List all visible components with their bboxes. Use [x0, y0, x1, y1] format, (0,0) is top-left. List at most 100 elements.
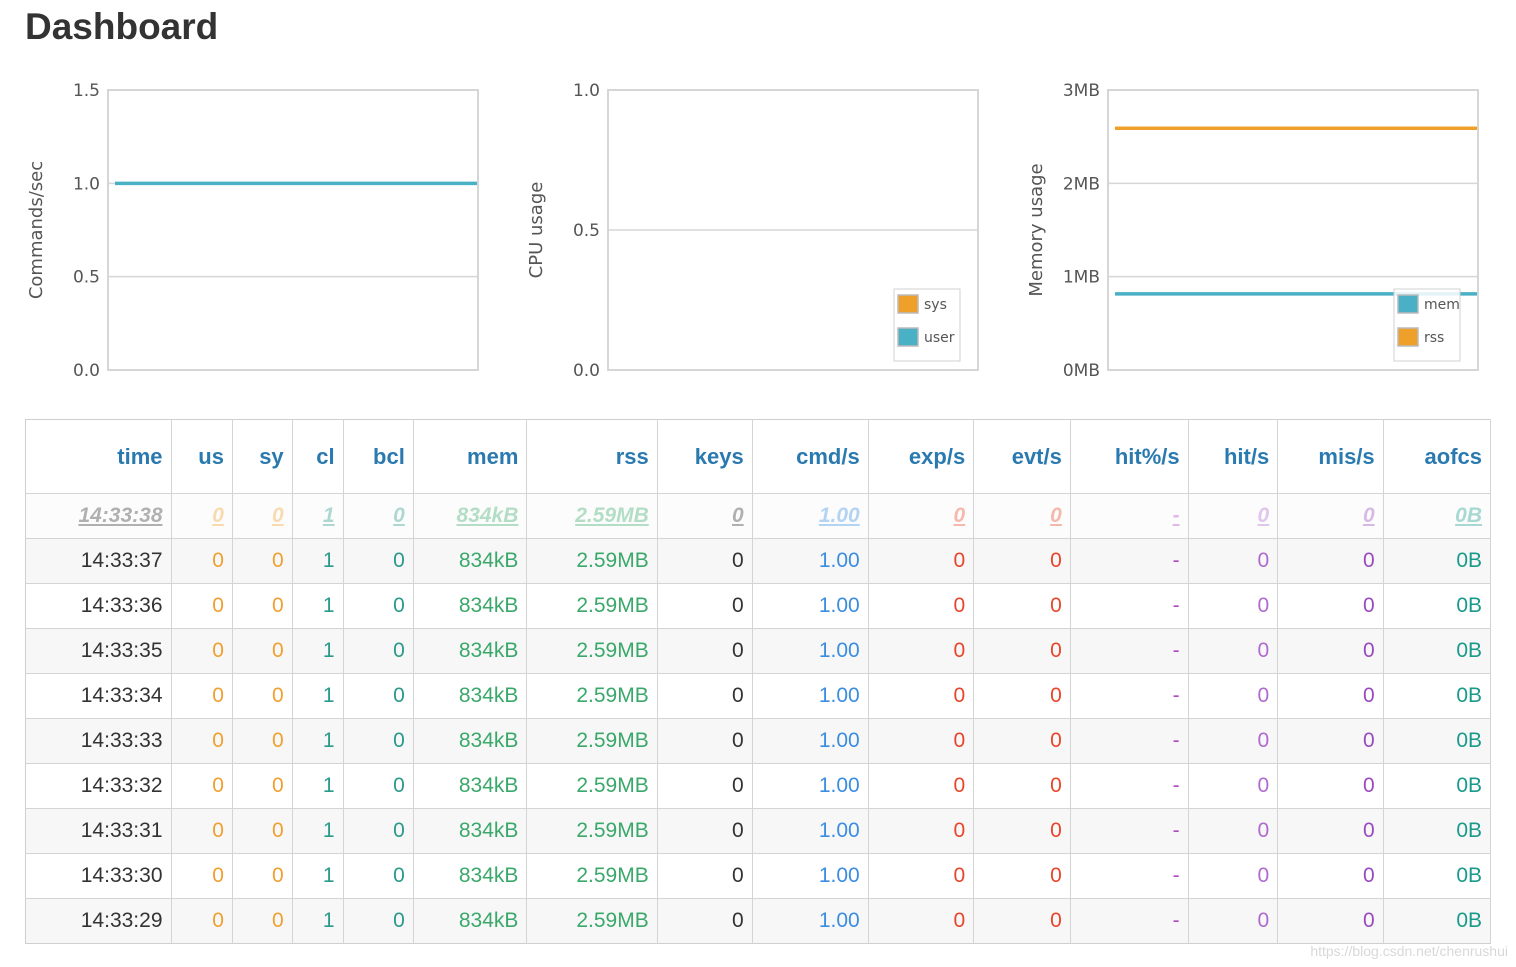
table-cell: 0 — [232, 628, 293, 674]
table-cell: 0 — [343, 673, 414, 719]
table-cell: 0 — [343, 583, 414, 629]
legend-label: rss — [1424, 330, 1444, 346]
table-cell: 0 — [973, 493, 1071, 539]
table-cell: 0 — [1277, 628, 1384, 674]
table-cell: 834kB — [413, 628, 528, 674]
table-cell: 0 — [657, 538, 753, 584]
y-tick-label: 1.5 — [73, 81, 100, 101]
table-cell: 0 — [868, 763, 975, 809]
column-header: time — [25, 419, 172, 494]
table-row: 14:33:36 0 0 1 0 834kB 2.59MB 0 1.00 0 0-0 0 0B — [25, 583, 1492, 629]
table-cell: - — [1070, 673, 1189, 719]
table-row: 14:33:33 0 0 1 0 834kB 2.59MB 0 1.00 0 0-0 0 0B — [25, 718, 1492, 764]
column-header: bcl — [343, 419, 414, 494]
column-header: cl — [292, 419, 344, 494]
table-cell: 14:33:35 — [25, 628, 172, 674]
y-axis-label: Commands/sec — [26, 161, 47, 299]
column-header: mem — [413, 419, 528, 494]
column-header: us — [171, 419, 233, 494]
table-cell: 0 — [171, 493, 233, 539]
table-cell: 2.59MB — [526, 538, 658, 584]
table-cell: - — [1070, 718, 1189, 764]
table-cell: 0 — [868, 808, 975, 854]
table-cell: 0 — [657, 763, 753, 809]
table-cell: 0 — [1188, 898, 1279, 944]
legend-swatch — [1397, 327, 1419, 347]
table-cell: 0 — [171, 898, 233, 944]
table-cell: 2.59MB — [526, 763, 658, 809]
table-cell: 0B — [1383, 763, 1492, 809]
table-cell: - — [1070, 808, 1189, 854]
table-cell: 834kB — [413, 583, 528, 629]
table-cell: 0B — [1383, 493, 1492, 539]
watermark: https://blog.csdn.net/chenrushui — [1310, 943, 1508, 959]
table-cell: 0 — [657, 583, 753, 629]
table-cell: 0 — [1188, 493, 1279, 539]
table-cell: 0 — [343, 898, 414, 944]
column-header: rss — [526, 419, 658, 494]
table-cell: 1 — [292, 628, 344, 674]
y-tick-label: 1.0 — [573, 81, 600, 101]
table-cell: 0 — [1277, 763, 1384, 809]
table-cell: - — [1070, 763, 1189, 809]
table-cell: 0 — [973, 673, 1071, 719]
page-title: Dashboard — [25, 6, 219, 47]
table-cell: 1.00 — [752, 718, 869, 764]
table-cell: 1.00 — [752, 808, 869, 854]
table-cell: 0B — [1383, 538, 1492, 584]
table-cell: 0 — [868, 853, 975, 899]
table-cell: 0B — [1383, 718, 1492, 764]
table-cell: 1.00 — [752, 493, 869, 539]
table-cell: 0B — [1383, 898, 1492, 944]
table-cell: 0 — [1188, 808, 1279, 854]
table-cell: 0 — [657, 853, 753, 899]
table-cell: 2.59MB — [526, 898, 658, 944]
table-cell: 0 — [343, 628, 414, 674]
table-row: 14:33:32 0 0 1 0 834kB 2.59MB 0 1.00 0 0-0 0 0B — [25, 763, 1492, 809]
y-axis-label: CPU usage — [526, 182, 547, 279]
column-header: cmd/s — [752, 419, 869, 494]
table-cell: 0 — [973, 763, 1071, 809]
table-cell: 0 — [657, 493, 753, 539]
commands-chart: 0.0 0.5 1.0 1.5 Commands/sec — [20, 70, 490, 390]
table-cell: 0 — [1277, 808, 1384, 854]
column-header: mis/s — [1277, 419, 1384, 494]
table-cell: 0 — [1277, 853, 1384, 899]
table-cell: 14:33:31 — [25, 808, 172, 854]
table-cell: 1 — [292, 898, 344, 944]
y-tick-label: 1MB — [1063, 268, 1100, 288]
table-cell: 0 — [171, 718, 233, 764]
table-cell: 2.59MB — [526, 493, 658, 539]
table-cell: 0 — [657, 898, 753, 944]
table-cell: 0 — [343, 808, 414, 854]
column-header: keys — [657, 419, 753, 494]
table-cell: 1 — [292, 583, 344, 629]
column-header: evt/s — [973, 419, 1071, 494]
table-cell: 0 — [868, 898, 975, 944]
table-cell: 0 — [1188, 763, 1279, 809]
table-cell: 1.00 — [752, 898, 869, 944]
plot-frame — [1107, 89, 1479, 371]
table-cell: 0 — [973, 853, 1071, 899]
table-row: 14:33:29 0 0 1 0 834kB 2.59MB 0 1.00 0 0-0 0 0B — [25, 898, 1492, 944]
chart-svg: 0MB 1MB 2MB 3MB Memory usage mem rss — [1026, 81, 1479, 381]
table-cell: 0 — [1188, 538, 1279, 584]
table-cell: 0 — [868, 673, 975, 719]
table-cell: 1 — [292, 538, 344, 584]
table-cell: 0 — [868, 718, 975, 764]
memory-chart: 0MB 1MB 2MB 3MB Memory usage mem rss — [1020, 70, 1490, 390]
table-cell: 834kB — [413, 898, 528, 944]
table-cell: 834kB — [413, 718, 528, 764]
column-header: aofcs — [1383, 419, 1492, 494]
table-cell: 2.59MB — [526, 583, 658, 629]
table-cell: 0B — [1383, 853, 1492, 899]
table-cell: 14:33:29 — [25, 898, 172, 944]
legend-label: user — [924, 330, 955, 346]
table-cell: 0 — [232, 538, 293, 584]
table-row: 14:33:30 0 0 1 0 834kB 2.59MB 0 1.00 0 0-0 0 0B — [25, 853, 1492, 899]
legend-label: mem — [1424, 297, 1460, 313]
table-cell: 0 — [343, 493, 414, 539]
table-cell: 0 — [232, 583, 293, 629]
table-cell: 0 — [868, 628, 975, 674]
table-cell: 0 — [1188, 853, 1279, 899]
